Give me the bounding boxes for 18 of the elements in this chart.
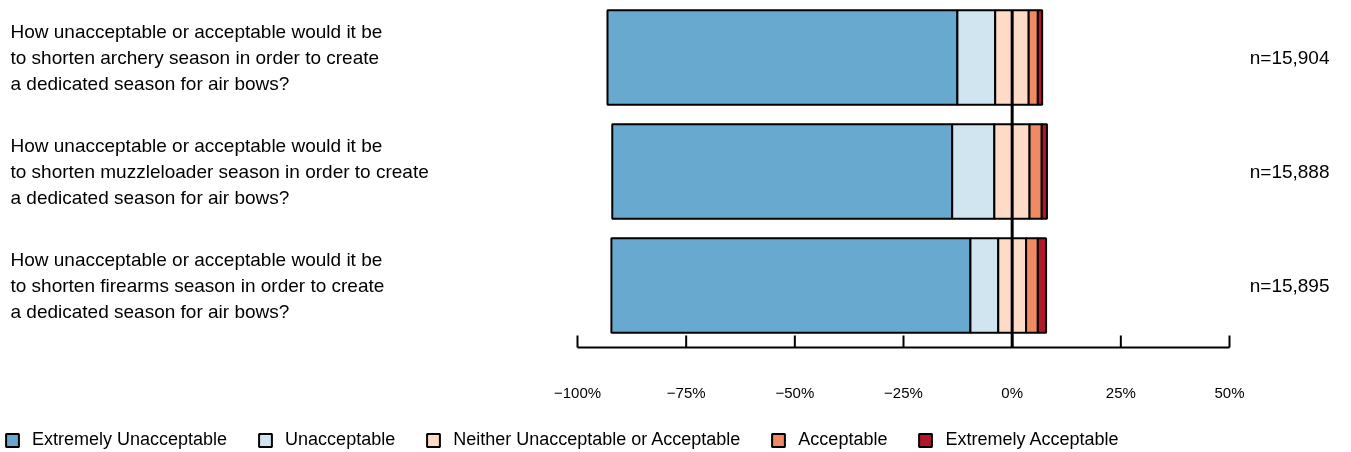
legend-label: Acceptable [798,429,888,450]
text: n=15,895 [1249,275,1330,296]
y-tick-label: How unacceptable or acceptable would it be to shorten firearms season in order to create a dedicated season for air bows? [10,248,385,323]
x-tick-label: −50% [775,384,815,401]
legend-label: Neither Unacceptable or Acceptable [453,429,741,450]
x-tick-label: 50% [1214,384,1245,401]
x-tick-label: −25% [884,384,923,401]
x-tick-label: −100% [553,384,602,401]
text: n=15,888 [1249,161,1330,182]
x-tick-label: 25% [1105,384,1136,401]
legend-label: Extremely Unacceptable [32,429,228,450]
x-tick-label: −75% [666,384,706,401]
y-tick-label: How unacceptable or acceptable would it be to shorten muzzleloader season in order to create a dedicated season for air bows? [10,134,429,209]
legend-label: Unacceptable [285,429,396,450]
y-tick-label: How unacceptable or acceptable would it be to shorten archery season in order to create a dedicated season for air bows? [10,20,383,95]
x-tick-label: 0% [1001,384,1024,401]
text: n=15,904 [1249,47,1330,68]
legend-label: Extremely Acceptable [945,429,1119,450]
